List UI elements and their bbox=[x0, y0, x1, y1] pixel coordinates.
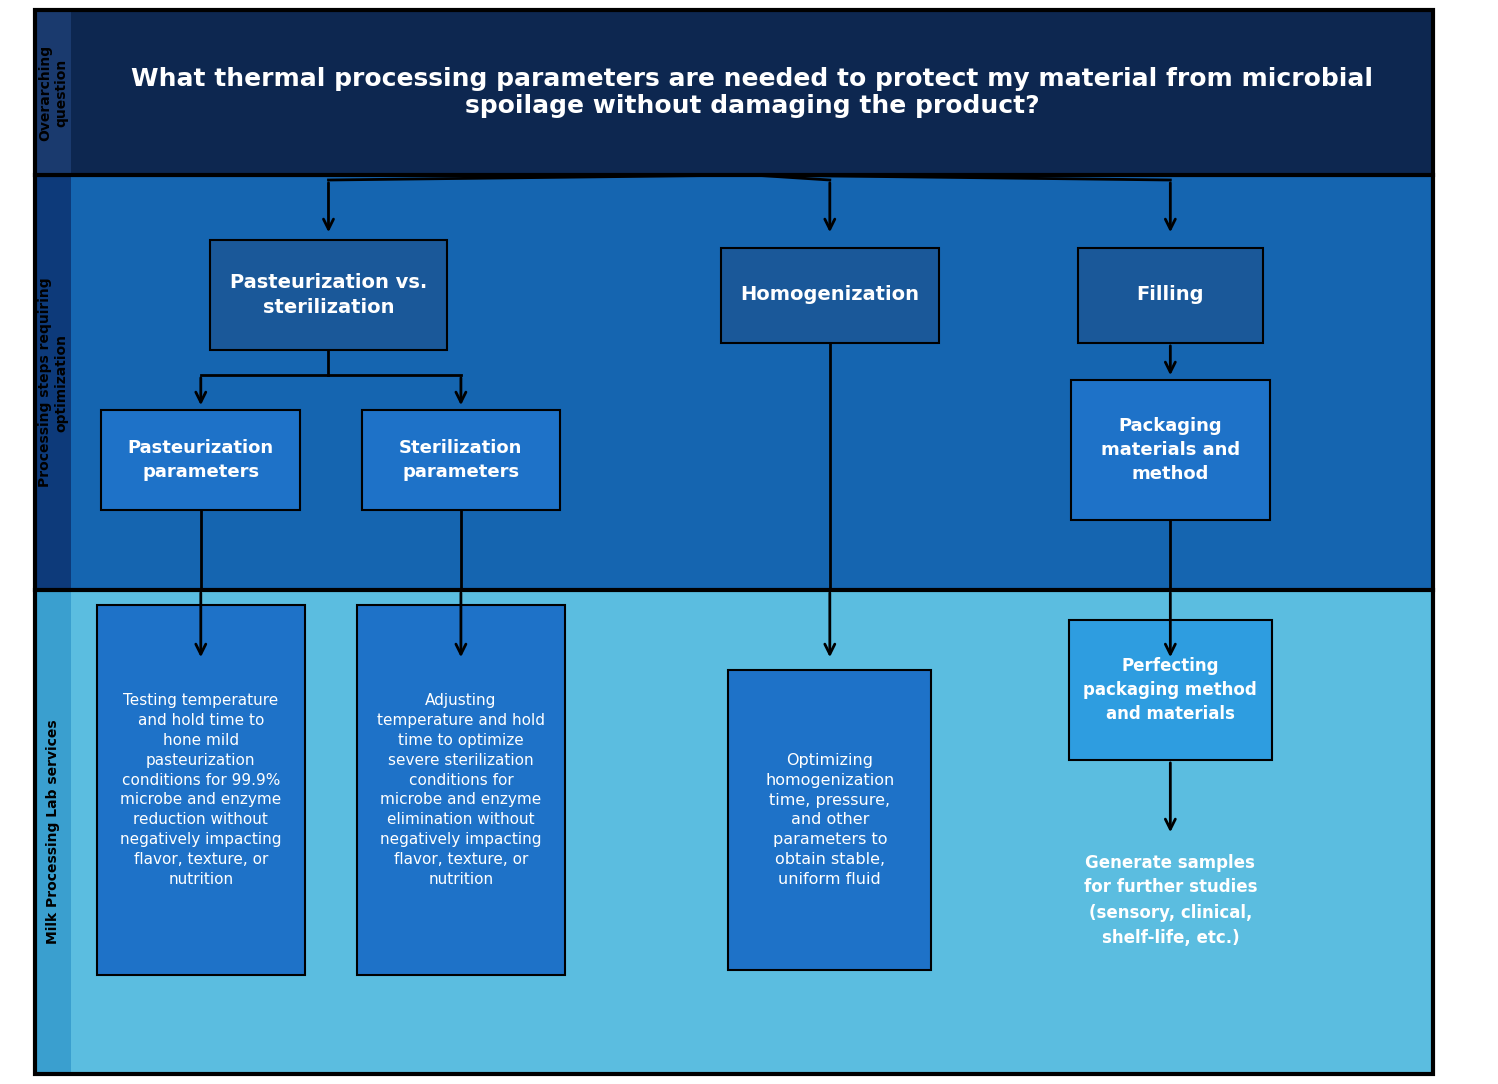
Bar bbox=[36, 10, 72, 175]
Text: Perfecting
packaging method
and materials: Perfecting packaging method and material… bbox=[1083, 657, 1257, 723]
Bar bbox=[102, 410, 300, 509]
Bar bbox=[36, 175, 1434, 590]
Text: Testing temperature
and hold time to
hone mild
pasteurization
conditions for 99.: Testing temperature and hold time to hon… bbox=[120, 694, 282, 887]
Bar bbox=[36, 590, 1434, 1074]
Text: Overarching
question: Overarching question bbox=[37, 44, 69, 141]
Bar bbox=[1068, 620, 1272, 760]
Bar bbox=[721, 247, 939, 343]
Bar bbox=[357, 605, 565, 975]
Bar bbox=[36, 590, 72, 1074]
Text: Pasteurization vs.
sterilization: Pasteurization vs. sterilization bbox=[229, 273, 427, 317]
Bar bbox=[728, 670, 932, 970]
Text: Pasteurization
parameters: Pasteurization parameters bbox=[127, 439, 274, 481]
Text: Packaging
materials and
method: Packaging materials and method bbox=[1101, 417, 1240, 482]
Bar bbox=[97, 605, 304, 975]
Bar bbox=[210, 240, 446, 350]
Bar bbox=[361, 410, 560, 509]
Text: Optimizing
homogenization
time, pressure,
and other
parameters to
obtain stable,: Optimizing homogenization time, pressure… bbox=[765, 753, 894, 887]
Text: Generate samples
for further studies
(sensory, clinical,
shelf-life, etc.): Generate samples for further studies (se… bbox=[1083, 853, 1257, 946]
Text: Processing steps requiring
optimization: Processing steps requiring optimization bbox=[37, 278, 69, 488]
Text: Milk Processing Lab services: Milk Processing Lab services bbox=[46, 720, 60, 944]
Text: Adjusting
temperature and hold
time to optimize
severe sterilization
conditions : Adjusting temperature and hold time to o… bbox=[377, 694, 545, 887]
Bar bbox=[1071, 380, 1270, 520]
Bar bbox=[36, 10, 1434, 175]
Bar bbox=[36, 175, 72, 590]
Text: Filling: Filling bbox=[1137, 285, 1204, 305]
Text: Homogenization: Homogenization bbox=[740, 285, 920, 305]
Bar bbox=[1079, 247, 1263, 343]
Text: Sterilization
parameters: Sterilization parameters bbox=[400, 439, 523, 481]
Text: What thermal processing parameters are needed to protect my material from microb: What thermal processing parameters are n… bbox=[132, 66, 1374, 118]
